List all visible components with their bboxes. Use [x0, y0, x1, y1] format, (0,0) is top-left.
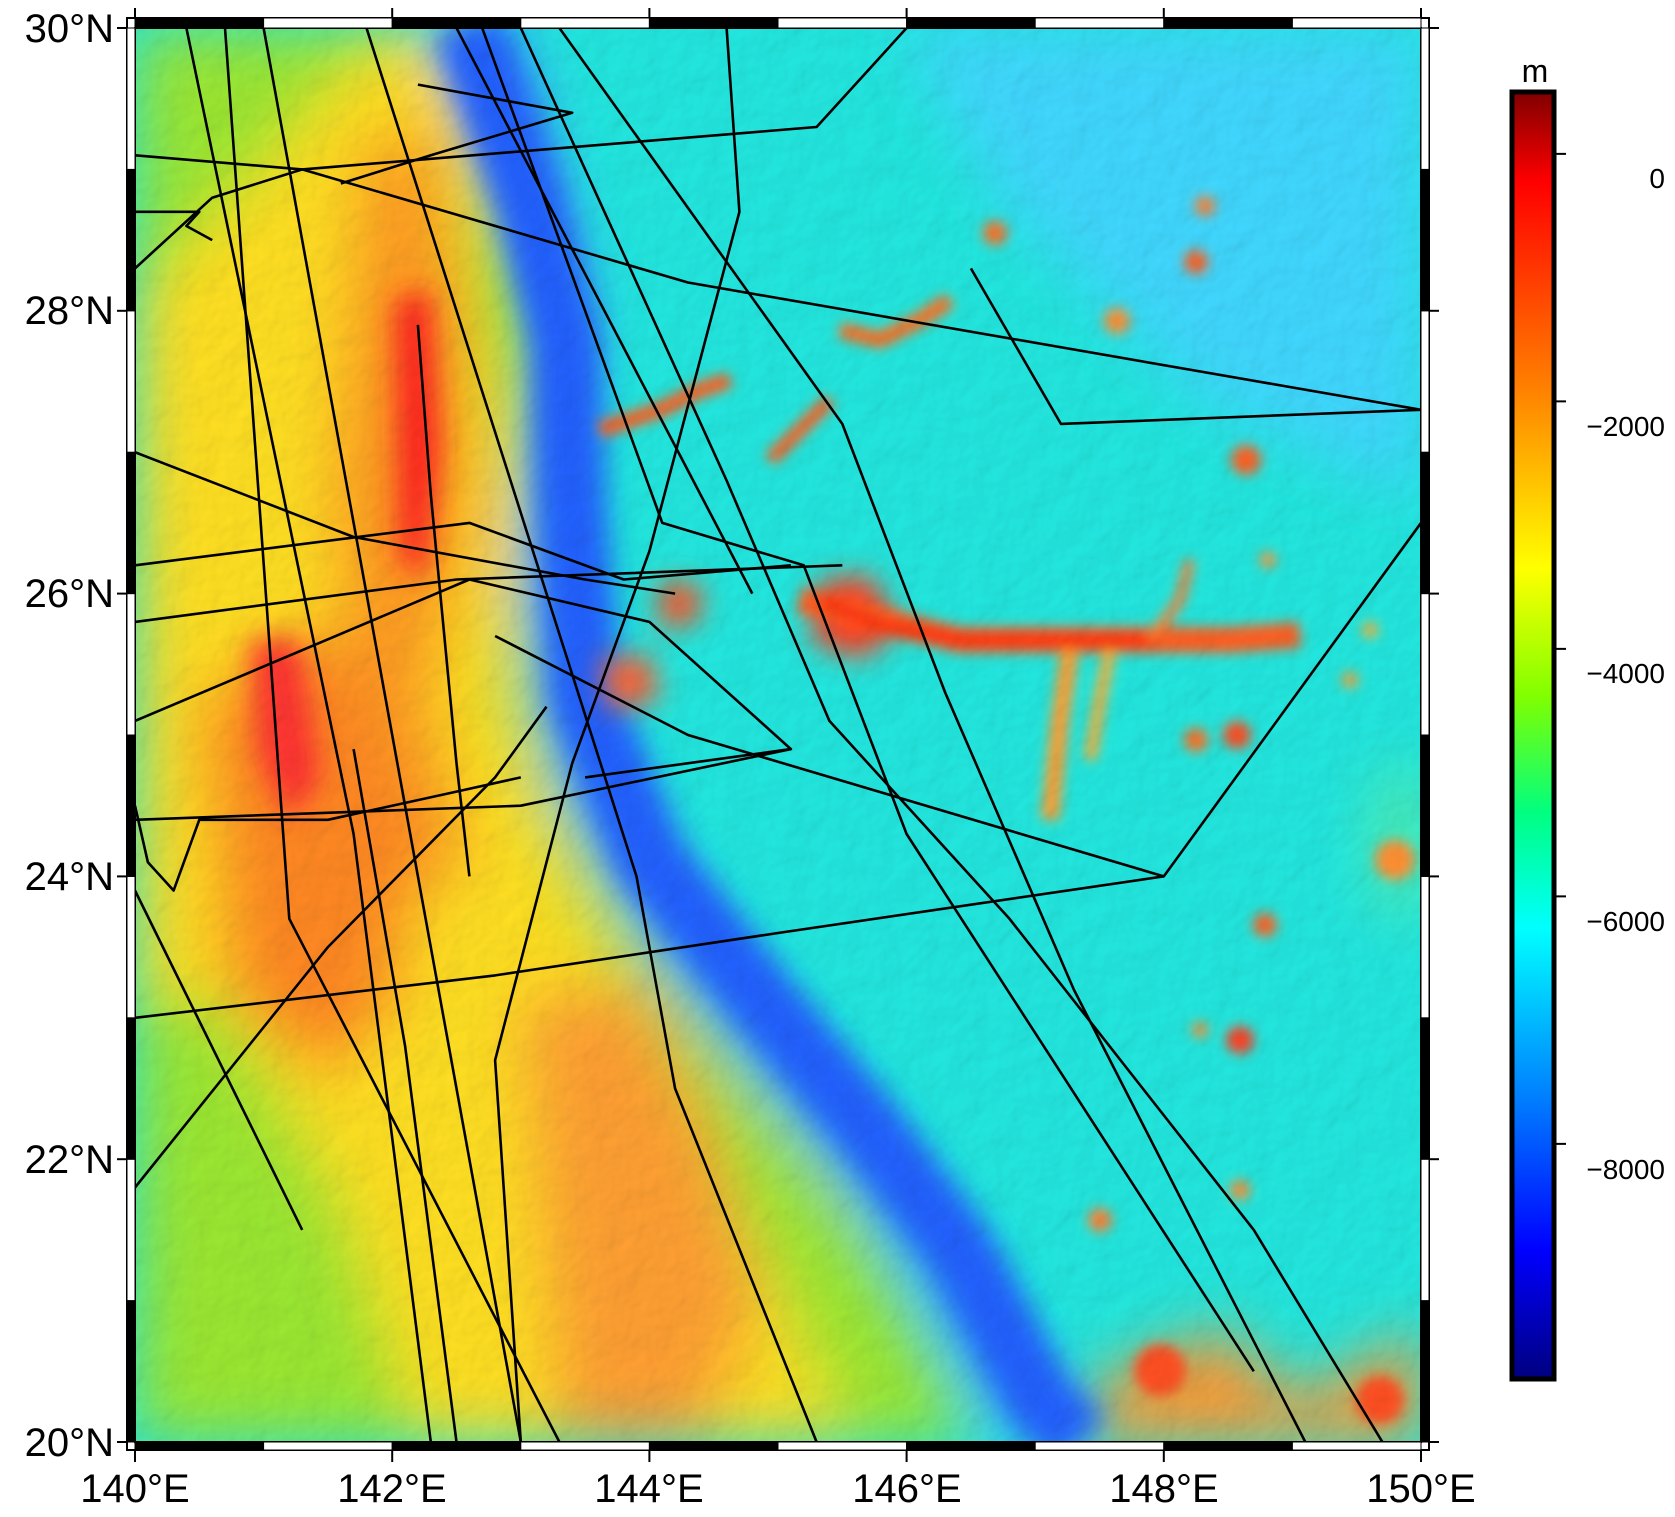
frame-segment	[126, 734, 136, 877]
ship-tracks	[135, 28, 1421, 1442]
frame-segment	[1291, 1441, 1422, 1451]
frame-segment	[126, 593, 136, 736]
y-tick-label: 30°N	[25, 7, 114, 51]
frame-segment	[1420, 27, 1430, 170]
frame-segment	[520, 1441, 650, 1451]
colorbar-tick-label: −8000	[1586, 1154, 1665, 1185]
frame-segment	[126, 168, 136, 312]
frame-segment	[126, 310, 136, 453]
colorbar-unit: m	[1522, 53, 1549, 89]
ship-track	[558, 28, 1307, 1442]
frame-segment	[1420, 310, 1430, 453]
frame-segment	[263, 17, 393, 29]
colorbar-tick-label: −2000	[1586, 411, 1665, 442]
ship-track	[135, 210, 213, 242]
y-tick-label: 20°N	[25, 1421, 114, 1465]
frame-segment	[263, 1441, 393, 1451]
ship-track	[135, 28, 908, 171]
frame-segment	[1420, 1158, 1430, 1302]
ship-track	[494, 522, 1421, 878]
colorbar-tick-label: −6000	[1586, 906, 1665, 937]
ship-track	[223, 28, 561, 1442]
frame-segment	[126, 875, 136, 1019]
frame-segment	[1420, 734, 1430, 877]
frame-segment	[391, 17, 522, 29]
ship-track	[969, 267, 1421, 426]
frame-segment	[648, 17, 779, 29]
ship-track	[135, 564, 843, 624]
frame-segment	[1291, 17, 1422, 29]
frame-segment	[391, 1441, 522, 1451]
frame-segment	[1163, 1441, 1293, 1451]
ship-track	[519, 28, 1384, 1442]
frame-segment	[906, 17, 1036, 29]
colorbar-tick-label: 0	[1649, 163, 1665, 194]
frame-segment	[134, 1441, 265, 1451]
frame-segment	[134, 17, 265, 29]
y-tick-label: 26°N	[25, 572, 114, 616]
y-tick-label: 22°N	[25, 1138, 114, 1182]
frame-segment	[1163, 17, 1293, 29]
x-tick-label: 140°E	[80, 1467, 189, 1511]
frame-segment	[777, 17, 908, 29]
ship-track	[493, 28, 741, 1442]
ship-track	[135, 747, 792, 822]
x-tick-label: 146°E	[852, 1467, 961, 1511]
frame-segment	[1420, 1300, 1430, 1443]
frame-segment	[1420, 451, 1430, 595]
ship-track	[135, 168, 1421, 412]
ship-track	[352, 748, 458, 1442]
ship-track	[135, 521, 792, 581]
x-tick-label: 142°E	[337, 1467, 446, 1511]
ship-track	[135, 776, 522, 892]
frame-segment	[126, 27, 136, 170]
y-tick-label: 28°N	[25, 289, 114, 333]
ship-track	[135, 450, 676, 595]
map-frame	[117, 8, 1439, 1462]
frame-segment	[1420, 593, 1430, 736]
frame-segment	[126, 1017, 136, 1160]
ship-track	[455, 28, 754, 595]
ship-track	[135, 578, 793, 779]
x-axis-labels: 140°E 142°E 144°E 146°E 148°E 150°E	[80, 1467, 1475, 1511]
map-area	[135, 28, 1421, 1442]
ship-track	[416, 324, 471, 877]
ship-track	[135, 875, 1164, 1020]
x-tick-label: 150°E	[1366, 1467, 1475, 1511]
frame-segment	[126, 451, 136, 595]
frame-segment	[1034, 1441, 1165, 1451]
x-tick-label: 144°E	[594, 1467, 703, 1511]
ship-track	[185, 28, 433, 1442]
ship-track	[135, 889, 304, 1231]
frame-segment	[126, 1300, 136, 1443]
frame-segment	[1034, 17, 1165, 29]
colorbar-tick-label: −4000	[1586, 658, 1665, 689]
y-tick-label: 24°N	[25, 855, 114, 899]
ship-track	[480, 28, 1255, 1373]
y-axis-labels: 20°N 22°N 24°N 26°N 28°N 30°N	[25, 7, 114, 1465]
frame-segment	[777, 1441, 908, 1451]
ship-track	[135, 705, 548, 1189]
frame-segment	[520, 17, 650, 29]
x-tick-label: 148°E	[1109, 1467, 1218, 1511]
frame-segment	[1420, 168, 1430, 312]
ship-track	[340, 83, 574, 185]
frame-segment	[906, 1441, 1036, 1451]
ship-track	[365, 28, 818, 1442]
frame-segment	[126, 1158, 136, 1302]
frame-segment	[648, 1441, 779, 1451]
ship-track	[262, 28, 523, 1442]
frame-segment	[1420, 875, 1430, 1019]
frame-segment	[1420, 1017, 1430, 1160]
depth-colorbar: m 0 −2000 −4000 −6000 −8000	[1509, 53, 1665, 1382]
